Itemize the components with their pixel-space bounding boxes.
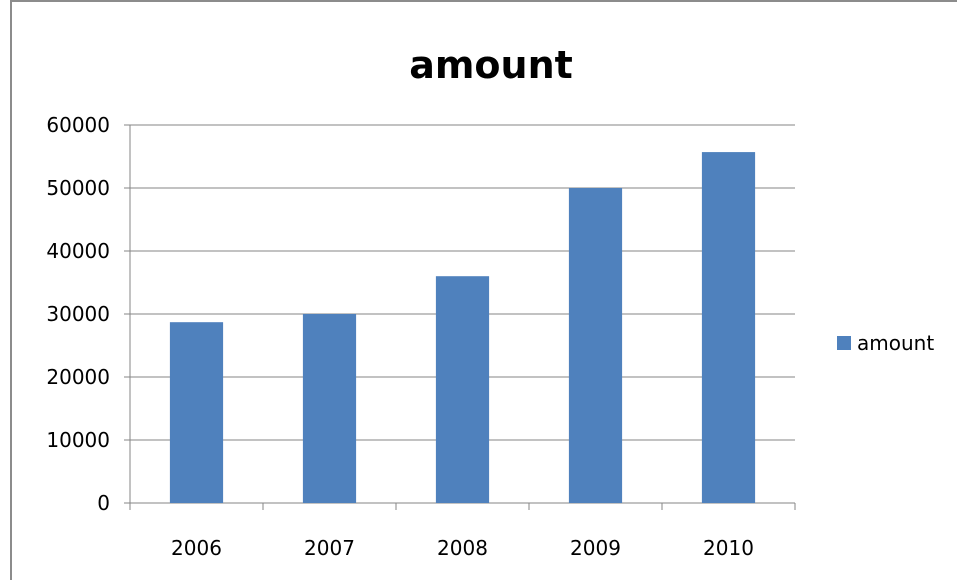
bar-2010 bbox=[701, 152, 756, 503]
x-axis-tick-labels: 2006 2007 2008 2009 2010 bbox=[171, 536, 754, 560]
bars bbox=[169, 152, 756, 503]
bar-2007 bbox=[302, 314, 357, 503]
bar-2008 bbox=[435, 276, 490, 503]
y-tick-label: 0 bbox=[97, 491, 110, 515]
bar-2009 bbox=[568, 188, 623, 503]
y-axis-tick-labels: 0 10000 20000 30000 40000 50000 60000 bbox=[46, 113, 110, 515]
legend-label-amount: amount bbox=[857, 331, 934, 355]
legend: amount bbox=[837, 331, 934, 355]
chart-title: amount bbox=[409, 43, 573, 87]
bar-2006 bbox=[169, 322, 224, 503]
x-tick-label: 2009 bbox=[570, 536, 621, 560]
x-tick-label: 2010 bbox=[703, 536, 754, 560]
y-tick-label: 30000 bbox=[46, 302, 110, 326]
frame-border-left bbox=[10, 0, 12, 580]
frame-border-top bbox=[10, 0, 957, 2]
legend-swatch-amount bbox=[837, 336, 851, 350]
y-tick-label: 10000 bbox=[46, 428, 110, 452]
x-tick-label: 2006 bbox=[171, 536, 222, 560]
y-tick-label: 60000 bbox=[46, 113, 110, 137]
x-tick-label: 2007 bbox=[304, 536, 355, 560]
y-tick-label: 20000 bbox=[46, 365, 110, 389]
x-tick-label: 2008 bbox=[437, 536, 488, 560]
y-tick-label: 50000 bbox=[46, 176, 110, 200]
y-tick-label: 40000 bbox=[46, 239, 110, 263]
